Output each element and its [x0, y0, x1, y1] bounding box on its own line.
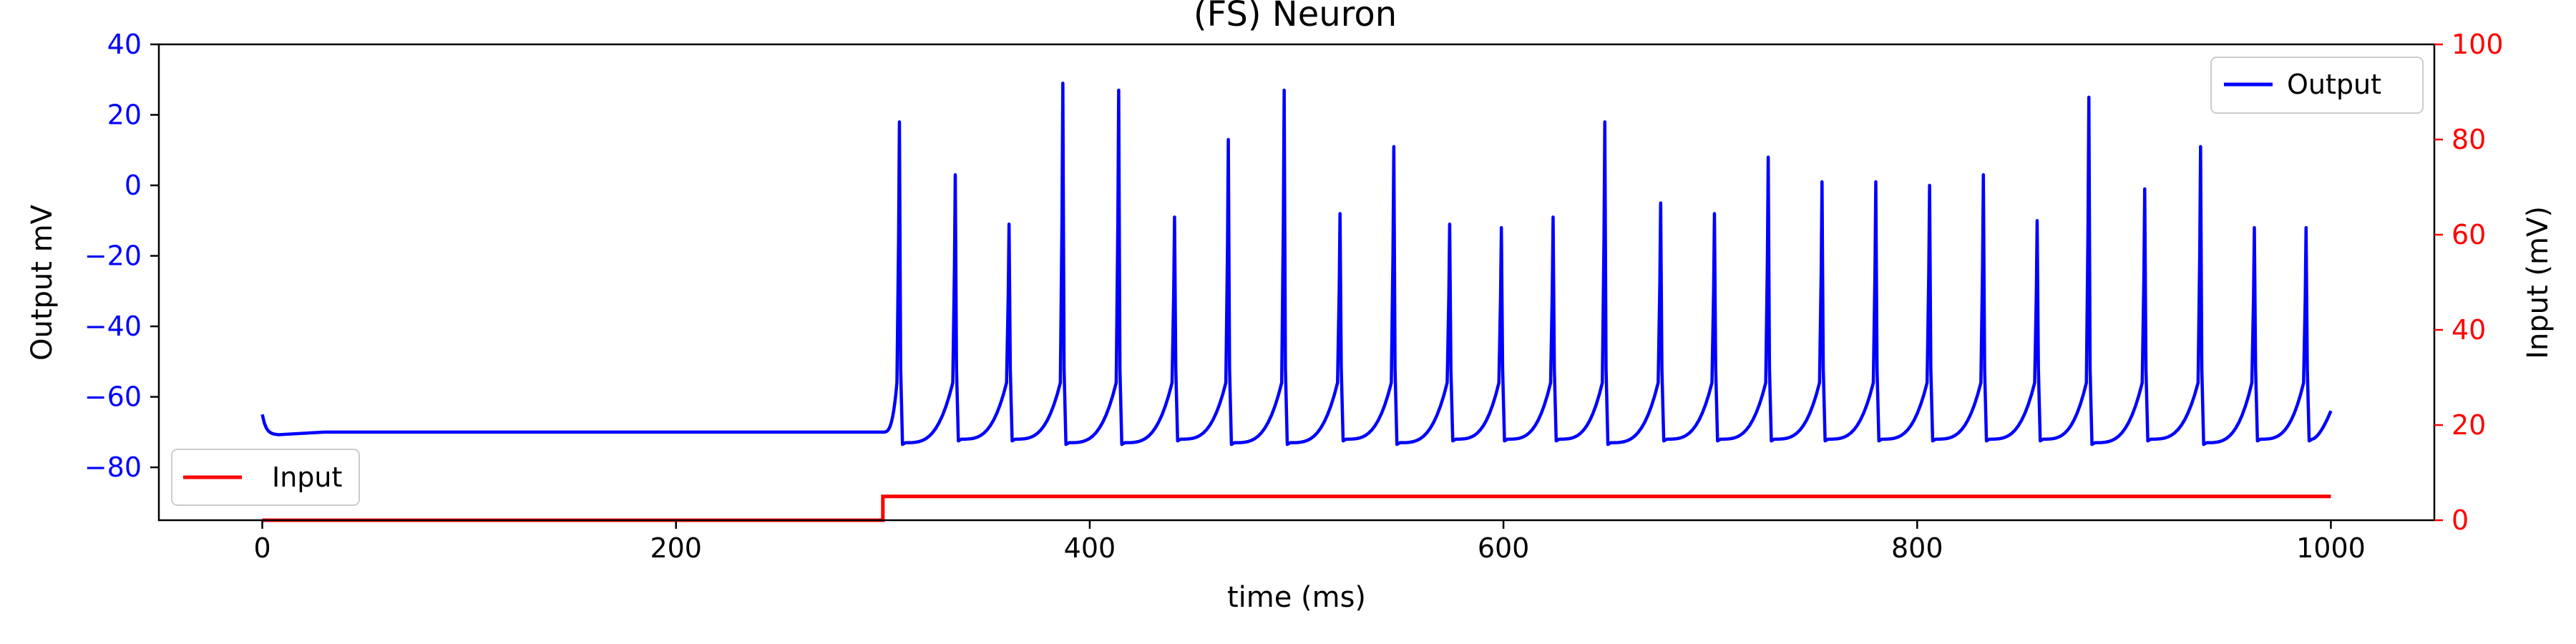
- left-axis-label: Output mV: [26, 204, 59, 361]
- x-tick-label: 600: [1478, 532, 1530, 564]
- left-tick-label: −80: [84, 452, 142, 483]
- legend-input: Input: [171, 449, 360, 506]
- right-tick-label: 80: [2451, 124, 2486, 155]
- left-tick-label: 40: [107, 29, 142, 60]
- x-tick-label: 400: [1064, 532, 1116, 564]
- left-tick-label: −20: [84, 240, 142, 272]
- plot-frame: [157, 43, 2436, 522]
- input-series-layer: [262, 494, 2331, 522]
- right-axis-ticks: 0 20 40 60 80 100: [2434, 29, 2504, 536]
- legend-input-label: Input: [272, 462, 342, 493]
- right-tick-label: 20: [2451, 409, 2486, 441]
- input-line: [262, 494, 2331, 522]
- right-tick-label: 0: [2451, 504, 2469, 536]
- x-tick-label: 200: [650, 532, 702, 564]
- x-axis-ticks: 0 200 400 600 800 1000: [253, 520, 2366, 564]
- x-tick-label: 1000: [2296, 532, 2366, 564]
- x-tick-label: 800: [1891, 532, 1943, 564]
- left-axis-ticks: 40 20 0 −20 −40 −60 −80: [84, 29, 159, 483]
- right-axis-label: Input (mV): [2522, 206, 2555, 359]
- chart-title: (FS) Neuron: [1194, 0, 1397, 34]
- left-tick-label: −40: [84, 311, 142, 342]
- left-tick-label: 20: [107, 99, 142, 131]
- right-tick-label: 40: [2451, 314, 2486, 346]
- output-series-layer: [260, 81, 2333, 447]
- legend-output: Output: [2210, 57, 2424, 114]
- right-tick-label: 60: [2451, 219, 2486, 250]
- output-line: [260, 81, 2333, 447]
- left-tick-label: −60: [84, 381, 142, 413]
- x-axis-label: time (ms): [1227, 581, 1366, 614]
- legend-output-label: Output: [2287, 69, 2381, 100]
- left-tick-label: 0: [125, 170, 142, 201]
- right-tick-label: 100: [2451, 29, 2504, 60]
- x-tick-label: 0: [253, 532, 270, 564]
